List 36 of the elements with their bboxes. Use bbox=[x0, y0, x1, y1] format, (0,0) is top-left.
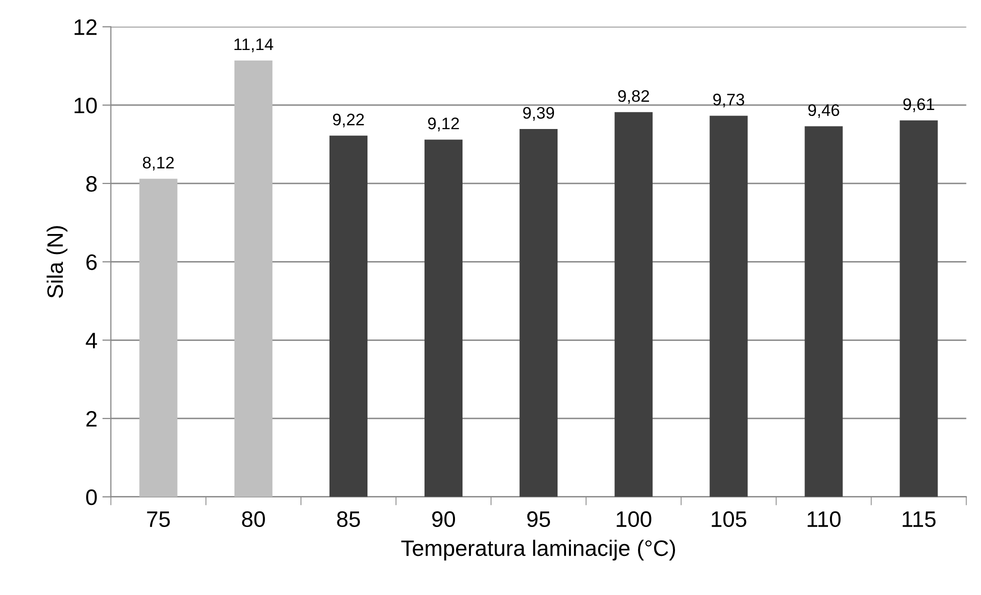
y-tick-label: 0 bbox=[86, 489, 97, 506]
x-tick-label: 75 bbox=[147, 512, 170, 528]
bar bbox=[614, 112, 653, 497]
x-tick-label: 115 bbox=[902, 512, 936, 528]
bar bbox=[424, 140, 463, 497]
y-tick-label: 8 bbox=[86, 176, 97, 192]
data-label: 8,12 bbox=[142, 156, 174, 170]
x-tick-label: 105 bbox=[712, 511, 746, 528]
x-tick-label: 100 bbox=[616, 511, 652, 528]
data-label: 9,22 bbox=[333, 114, 364, 128]
x-tick-label: 85 bbox=[337, 511, 360, 528]
data-label: 9,39 bbox=[523, 106, 554, 121]
bar bbox=[520, 129, 558, 497]
y-tick-label: 4 bbox=[86, 332, 98, 348]
data-label: 9,73 bbox=[713, 94, 744, 108]
y-tick-label: 10 bbox=[74, 98, 97, 114]
data-label: 9,61 bbox=[903, 98, 934, 112]
bar bbox=[900, 120, 938, 497]
bar bbox=[710, 116, 748, 497]
y-tick-label: 6 bbox=[86, 254, 97, 270]
bar bbox=[139, 178, 178, 497]
data-label: 11,14 bbox=[234, 38, 274, 52]
y-axis-title: Sila (N) bbox=[46, 226, 68, 298]
x-tick-label: 80 bbox=[242, 511, 265, 528]
x-tick-label: 95 bbox=[527, 511, 550, 528]
x-tick-label: 110 bbox=[808, 511, 841, 528]
y-tick-label: 2 bbox=[86, 411, 97, 427]
y-tick-label: 12 bbox=[74, 19, 97, 35]
data-label: 9,46 bbox=[808, 104, 840, 118]
x-axis-title: Temperatura laminacije (°C) bbox=[401, 540, 676, 560]
bar bbox=[329, 136, 368, 497]
data-label: 9,12 bbox=[428, 118, 459, 132]
bar bbox=[804, 126, 843, 497]
data-label: 9,82 bbox=[618, 90, 649, 104]
bar bbox=[234, 60, 272, 497]
x-tick-label: 90 bbox=[432, 511, 456, 528]
